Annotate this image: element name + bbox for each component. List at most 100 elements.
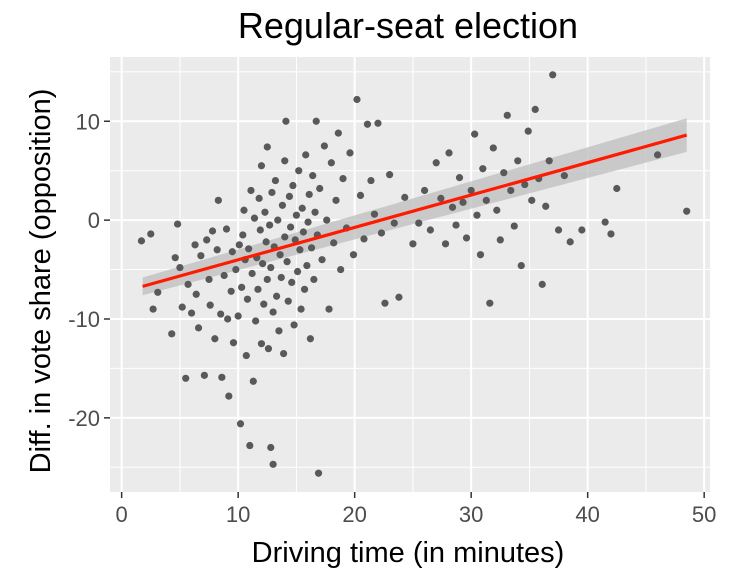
scatter-point <box>441 240 450 248</box>
x-tick-label: 10 <box>226 502 250 527</box>
fit-line-layer <box>142 133 688 288</box>
y-tick-label: 0 <box>88 208 100 233</box>
scatter-point <box>263 275 271 284</box>
scatter-point <box>271 176 280 185</box>
scatter-point <box>257 340 266 348</box>
scatter-point <box>566 238 574 246</box>
scatter-point <box>171 254 179 262</box>
scatter-point <box>217 310 225 318</box>
scatter-point <box>254 285 262 293</box>
scatter-point <box>374 119 382 127</box>
scatter-point <box>455 174 464 182</box>
chart-title: Regular-seat election <box>238 5 578 46</box>
scatter-point <box>246 441 254 450</box>
scatter-point <box>197 252 205 260</box>
scatter-point <box>601 218 609 226</box>
scatter-point <box>327 159 335 167</box>
scatter-point <box>339 175 347 183</box>
scatter-point <box>528 196 536 204</box>
y-tick-label: -20 <box>68 406 100 431</box>
scatter-point <box>288 278 296 287</box>
scatter-point <box>266 221 274 229</box>
scatter-point <box>578 226 586 234</box>
scatter-point <box>310 275 318 284</box>
scatter-point <box>293 267 302 276</box>
scatter-point <box>260 300 268 308</box>
scatter-point <box>245 245 253 253</box>
scatter-point <box>182 374 190 382</box>
scatter-point <box>289 181 297 190</box>
scatter-point <box>269 308 277 316</box>
scatter-point <box>507 186 515 195</box>
scatter-point <box>173 220 182 228</box>
scatter-point <box>309 172 317 180</box>
scatter-point <box>473 211 481 219</box>
x-tick-label: 0 <box>116 502 128 527</box>
scatter-point <box>521 180 529 189</box>
scatter-point <box>325 305 333 313</box>
scatter-point <box>311 208 319 216</box>
scatter-point <box>409 240 417 248</box>
scatter-point <box>184 280 192 288</box>
scatter-point <box>229 339 238 347</box>
scatter-point <box>489 144 497 152</box>
scatter-point <box>277 273 285 282</box>
scatter-point <box>149 305 157 313</box>
scatter-point <box>211 335 219 343</box>
scatter-point <box>194 324 203 332</box>
scatter-point <box>531 105 539 113</box>
scatter-point <box>147 230 155 238</box>
scatter-point <box>281 233 289 241</box>
scatter-point <box>250 214 259 222</box>
scatter-point <box>273 292 281 300</box>
scatter-point <box>560 172 568 180</box>
scatter-point <box>381 299 389 307</box>
scatter-point <box>236 420 245 428</box>
scatter-point <box>291 236 299 244</box>
scatter-point <box>235 241 243 249</box>
scatter-point <box>349 251 358 259</box>
scatter-point <box>249 377 257 385</box>
scatter-point <box>203 236 211 244</box>
scatter-point <box>192 290 200 298</box>
scatter-point <box>304 218 312 226</box>
scatter-point <box>281 157 289 165</box>
scatter-point <box>168 330 176 338</box>
scatter-point <box>225 392 233 400</box>
scatter-point <box>306 335 314 343</box>
scatter-point <box>307 244 316 252</box>
scatter-point <box>517 262 525 270</box>
scatter-point <box>259 260 267 268</box>
scatter-point <box>213 246 221 254</box>
scatter-point <box>386 171 394 179</box>
scatter-point <box>356 191 365 200</box>
scatter-point <box>222 225 231 233</box>
scatter-point <box>252 317 260 325</box>
scatter-point <box>228 248 236 256</box>
scatter-point <box>261 208 269 216</box>
scatter-point <box>262 238 270 246</box>
scatter-point <box>305 190 313 199</box>
scatter-point <box>420 186 429 195</box>
scatter-point <box>191 241 199 249</box>
x-tick-label: 50 <box>692 502 716 527</box>
scatter-point <box>312 117 320 125</box>
x-tick-label: 20 <box>342 502 366 527</box>
x-axis-title: Driving time (in minutes) <box>252 537 565 569</box>
scatter-point <box>683 207 691 215</box>
scatter-point <box>284 297 292 305</box>
scatter-point <box>426 226 434 234</box>
scatter-point <box>401 193 409 201</box>
scatter-point <box>479 165 487 173</box>
scatter-point <box>653 151 662 159</box>
scatter-point <box>496 236 504 244</box>
scatter-point <box>214 196 222 204</box>
scatter-point <box>493 206 501 214</box>
scatter-point <box>238 283 246 291</box>
scatter-point <box>285 192 294 200</box>
scatter-point <box>353 95 361 104</box>
scatter-point <box>176 263 184 272</box>
scatter-point <box>240 206 248 214</box>
scatter-point <box>297 305 305 313</box>
